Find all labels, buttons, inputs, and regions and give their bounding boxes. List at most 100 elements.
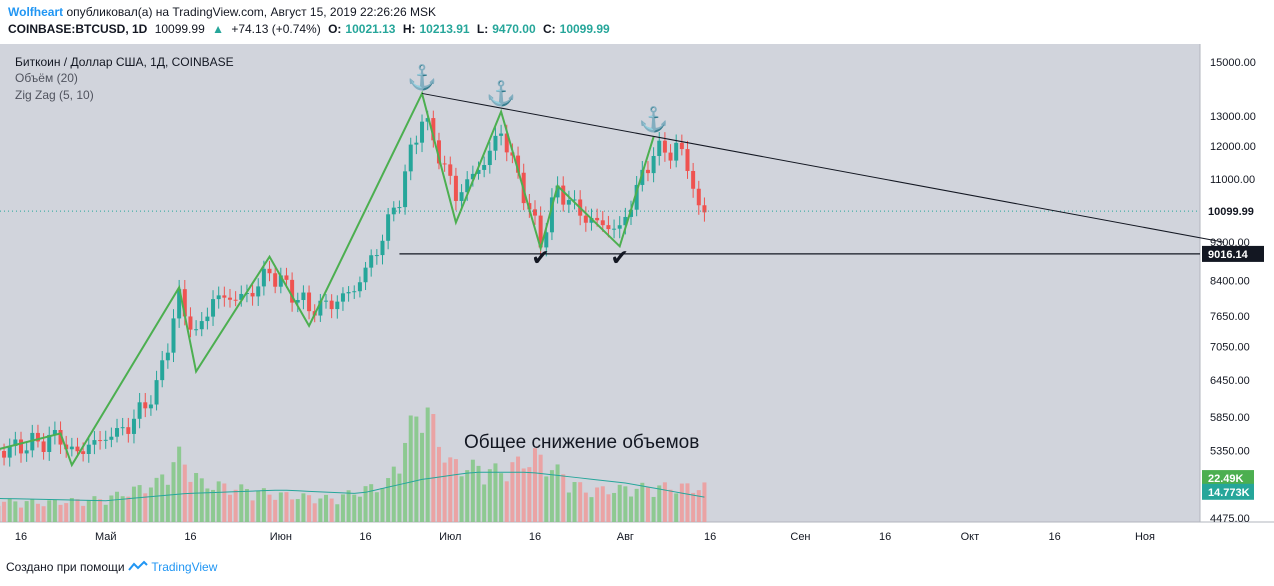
volume-badge: 14.773K	[1202, 483, 1254, 500]
price-tick-label: 5850.00	[1210, 412, 1250, 424]
price-tick-label: 7050.00	[1210, 342, 1250, 354]
time-axis[interactable]	[0, 522, 1274, 552]
volume-bar	[380, 488, 385, 522]
time-tick-label: 16	[529, 531, 541, 543]
candle	[442, 155, 447, 172]
plot-area[interactable]	[0, 44, 1200, 522]
publish-info: Wolfheart опубликовал(а) на TradingView.…	[8, 5, 436, 19]
volume-bar	[629, 496, 634, 522]
price-chart[interactable]: 15000.0013000.0012000.0011000.009300.008…	[0, 44, 1274, 552]
volume-bar	[92, 496, 97, 522]
axis-labels: 15000.0013000.0012000.0011000.009300.008…	[15, 57, 1256, 543]
anchor-icon: ⚓	[407, 63, 437, 91]
candle	[205, 307, 210, 330]
volume-bar	[244, 489, 249, 522]
footer: Создано при помощи TradingView	[6, 560, 217, 574]
volume-bar	[267, 494, 272, 522]
price-tick-label: 5350.00	[1210, 446, 1250, 458]
volume-bar	[465, 470, 470, 522]
candle	[612, 219, 617, 239]
author-link[interactable]: Wolfheart	[8, 5, 64, 19]
volume-bar	[595, 487, 600, 522]
candle	[35, 424, 40, 448]
markers-layer: ⚓ ⚓ ⚓ ✔ ✔ 10099.99 9016.14 22.49K 14.773K	[407, 63, 1264, 500]
legend-zigzag: Zig Zag (5, 10)	[15, 88, 94, 102]
publish-text: опубликовал(а) на TradingView.com, Авгус…	[66, 5, 437, 19]
candle	[397, 200, 402, 214]
candle	[363, 261, 368, 291]
volume-bar	[397, 473, 402, 522]
volume-bar	[414, 416, 419, 522]
volume-bar	[177, 446, 182, 522]
volume-bar	[702, 482, 707, 522]
candle	[453, 167, 458, 211]
candle	[250, 284, 255, 306]
candle	[171, 309, 176, 363]
candle	[222, 286, 227, 307]
volume-bar	[538, 454, 543, 522]
price-tick-label: 15000.00	[1210, 57, 1256, 69]
volume-bar	[555, 464, 560, 522]
volume-bar	[340, 494, 345, 522]
volume-bar	[493, 463, 498, 522]
volume-bar	[436, 446, 441, 522]
resistance-trendline[interactable]	[421, 92, 1225, 243]
candle	[346, 286, 351, 302]
candle	[256, 278, 261, 306]
volume-bar	[516, 456, 521, 522]
candle	[549, 188, 554, 241]
ohlc-bar: COINBASE:BTCUSD, 1D 10099.99 ▲ +74.13 (+…	[8, 22, 614, 36]
svg-text:10099.99: 10099.99	[1208, 206, 1254, 218]
volume-bar	[634, 488, 639, 522]
volume-bar	[86, 499, 91, 522]
volume-bar	[549, 470, 554, 522]
candle	[662, 132, 667, 162]
time-tick-label: Сен	[790, 531, 810, 543]
volume-bar	[583, 492, 588, 522]
volume-bar	[216, 481, 221, 522]
candle	[58, 421, 63, 454]
volume-bar	[148, 487, 153, 522]
volume-bar	[52, 499, 57, 522]
candle	[52, 421, 57, 445]
volume-bar	[662, 482, 667, 522]
candle	[645, 161, 650, 182]
volume-bar	[346, 490, 351, 522]
price-axis[interactable]	[1200, 44, 1274, 522]
candle	[211, 290, 216, 326]
candle	[126, 417, 131, 443]
volume-bar	[30, 499, 35, 522]
candle	[340, 287, 345, 311]
price-tick-label: 12000.00	[1210, 141, 1256, 153]
volume-bar	[403, 442, 408, 522]
time-tick-label: Июн	[270, 531, 292, 543]
volume-bar	[374, 492, 379, 522]
volume-bar	[324, 494, 329, 522]
volume-bar	[239, 484, 244, 522]
volume-bar	[290, 499, 295, 522]
candle	[290, 272, 295, 312]
candle	[374, 249, 379, 265]
chart-container[interactable]: 15000.00 13000.00 12000.00 11000.00 9300.00 8…	[0, 44, 1274, 552]
high-label: H:	[402, 22, 416, 36]
candle	[617, 216, 622, 239]
candle	[324, 294, 329, 309]
volume-bar	[521, 468, 526, 522]
close-label: C:	[542, 22, 556, 36]
checkmark-icon: ✔	[610, 245, 628, 270]
svg-text:22.49K: 22.49K	[1208, 473, 1244, 485]
footer-brand[interactable]: TradingView	[151, 560, 218, 574]
volume-bar	[205, 488, 210, 522]
candle	[414, 135, 419, 155]
time-tick-label: Окт	[961, 531, 980, 543]
candle	[431, 110, 436, 148]
time-tick-label: 16	[704, 531, 716, 543]
candle	[69, 437, 74, 457]
volume-bar	[58, 504, 63, 522]
price-tick-label: 8400.00	[1210, 276, 1250, 288]
volume-bar	[160, 474, 165, 522]
svg-text:9016.14: 9016.14	[1208, 249, 1249, 261]
candle	[380, 234, 385, 265]
candle	[227, 288, 232, 308]
candle	[386, 208, 391, 250]
